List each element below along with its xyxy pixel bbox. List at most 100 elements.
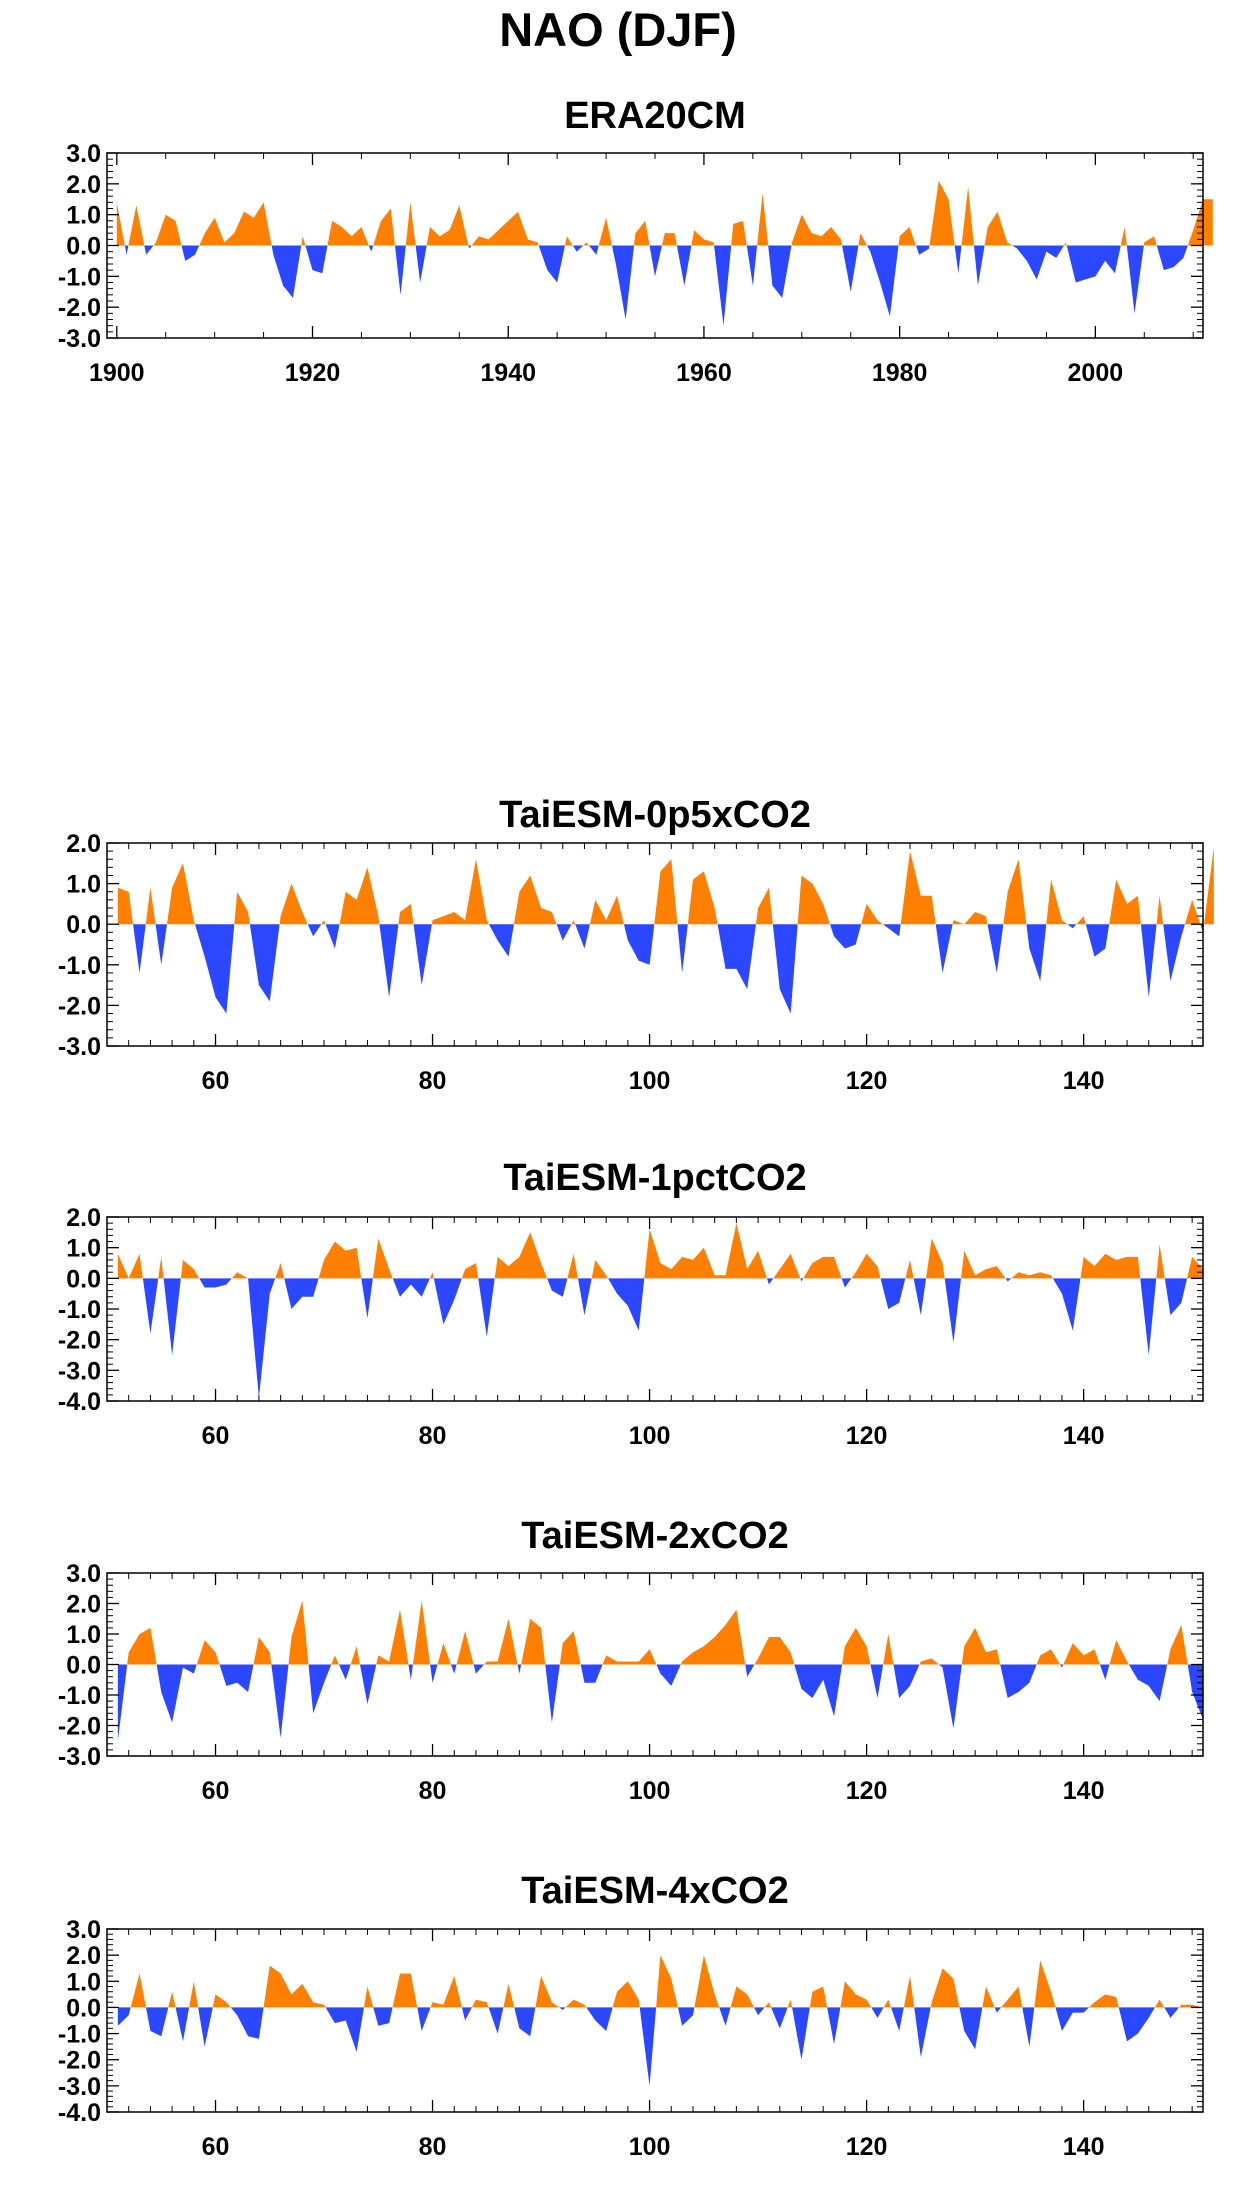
- negative-area: [994, 2007, 1002, 2013]
- negative-area: [1140, 924, 1157, 998]
- positive-area: [199, 202, 272, 246]
- y-tick-label: 1.0: [66, 1235, 101, 1263]
- positive-area: [1156, 1244, 1165, 1279]
- positive-area: [926, 1238, 945, 1279]
- negative-area: [1026, 924, 1047, 982]
- x-tick-label: 120: [846, 1067, 888, 1095]
- positive-area: [363, 1986, 374, 2008]
- negative-area: [1060, 1664, 1064, 1668]
- y-tick-label: -3.0: [58, 325, 101, 353]
- plot-frame: [106, 1928, 1204, 2113]
- negative-area: [882, 924, 901, 937]
- positive-area: [654, 859, 678, 925]
- positive-area: [930, 1968, 960, 2008]
- x-tick-label: 1940: [480, 359, 536, 387]
- x-tick-label: 80: [419, 1777, 447, 1805]
- plot-frame: [106, 842, 1204, 1047]
- negative-area: [577, 1278, 592, 1316]
- positive-area: [373, 208, 395, 246]
- positive-area: [567, 1253, 578, 1279]
- negative-area: [1022, 2007, 1035, 2047]
- positive-area: [984, 211, 1013, 246]
- negative-area: [800, 1278, 804, 1282]
- negative-area: [392, 1278, 430, 1297]
- positive-area: [189, 1981, 199, 2008]
- positive-area: [513, 875, 557, 925]
- positive-area: [130, 1973, 146, 2008]
- positive-area: [116, 202, 125, 246]
- y-tick-label: 2.0: [66, 1942, 101, 1970]
- positive-area: [1187, 1256, 1203, 1279]
- negative-area: [827, 2007, 841, 2045]
- y-tick-label: -2.0: [58, 1713, 101, 1741]
- negative-area: [117, 1664, 128, 1741]
- positive-area: [791, 214, 843, 246]
- y-tick-label: 1.0: [66, 202, 101, 230]
- negative-area: [1187, 1664, 1203, 1720]
- positive-area: [883, 1999, 892, 2008]
- x-tick-label: 100: [629, 1422, 671, 1450]
- positive-area: [1001, 1986, 1023, 2008]
- positive-area: [327, 220, 369, 246]
- negative-area: [1128, 1664, 1168, 1702]
- negative-area: [144, 245, 154, 255]
- negative-area: [677, 924, 688, 973]
- positive-area: [961, 1250, 1006, 1279]
- positive-area: [773, 1253, 801, 1279]
- negative-area: [768, 245, 792, 298]
- negative-area: [745, 1664, 755, 1677]
- positive-area: [731, 220, 747, 246]
- negative-area: [379, 924, 399, 998]
- negative-area: [1066, 245, 1121, 283]
- y-tick-label: 3.0: [66, 1560, 101, 1588]
- negative-area: [307, 924, 322, 937]
- negative-area: [271, 245, 302, 298]
- positive-area: [754, 1637, 795, 1665]
- x-tick-label: 140: [1063, 1777, 1105, 1805]
- positive-area: [127, 1627, 157, 1665]
- x-tick-label: 60: [202, 1067, 230, 1095]
- negative-area: [408, 1664, 413, 1680]
- positive-area: [145, 887, 156, 925]
- y-tick-label: 0.0: [66, 1265, 101, 1293]
- negative-area: [1000, 1664, 1037, 1699]
- panel-title: ERA20CM: [564, 95, 746, 137]
- x-tick-label: 140: [1063, 2133, 1105, 2161]
- negative-area: [1156, 245, 1188, 271]
- negative-area: [559, 2007, 566, 2011]
- negative-area: [639, 2007, 657, 2086]
- positive-area: [117, 1253, 143, 1279]
- positive-area: [757, 193, 769, 246]
- positive-area: [858, 233, 868, 246]
- positive-area: [571, 920, 576, 925]
- positive-area: [755, 887, 773, 925]
- negative-area: [538, 245, 565, 283]
- positive-area: [503, 1983, 515, 2008]
- x-tick-label: 120: [846, 2133, 888, 2161]
- positive-area: [1184, 899, 1201, 925]
- negative-area: [368, 245, 374, 252]
- positive-area: [263, 1965, 326, 2008]
- negative-area: [717, 924, 756, 990]
- y-tick-label: 0.0: [66, 233, 101, 261]
- negative-area: [754, 2007, 765, 2016]
- positive-area: [180, 1259, 200, 1279]
- negative-area: [829, 924, 862, 949]
- positive-area: [318, 1241, 362, 1279]
- negative-area: [547, 1278, 568, 1297]
- positive-area: [694, 1955, 720, 2008]
- positive-area: [883, 1634, 894, 1665]
- x-tick-label: 60: [202, 1777, 230, 1805]
- negative-area: [517, 1664, 522, 1674]
- positive-area: [861, 903, 883, 925]
- positive-area: [471, 211, 539, 246]
- negative-area: [870, 1664, 884, 1699]
- negative-area: [1126, 245, 1144, 314]
- negative-area: [230, 2007, 264, 2039]
- y-tick-label: 3.0: [66, 1916, 101, 1944]
- negative-area: [417, 2007, 431, 2031]
- positive-area: [1003, 859, 1027, 925]
- positive-area: [398, 903, 414, 925]
- y-tick-label: -3.0: [58, 1357, 101, 1385]
- negative-area: [1099, 1664, 1110, 1680]
